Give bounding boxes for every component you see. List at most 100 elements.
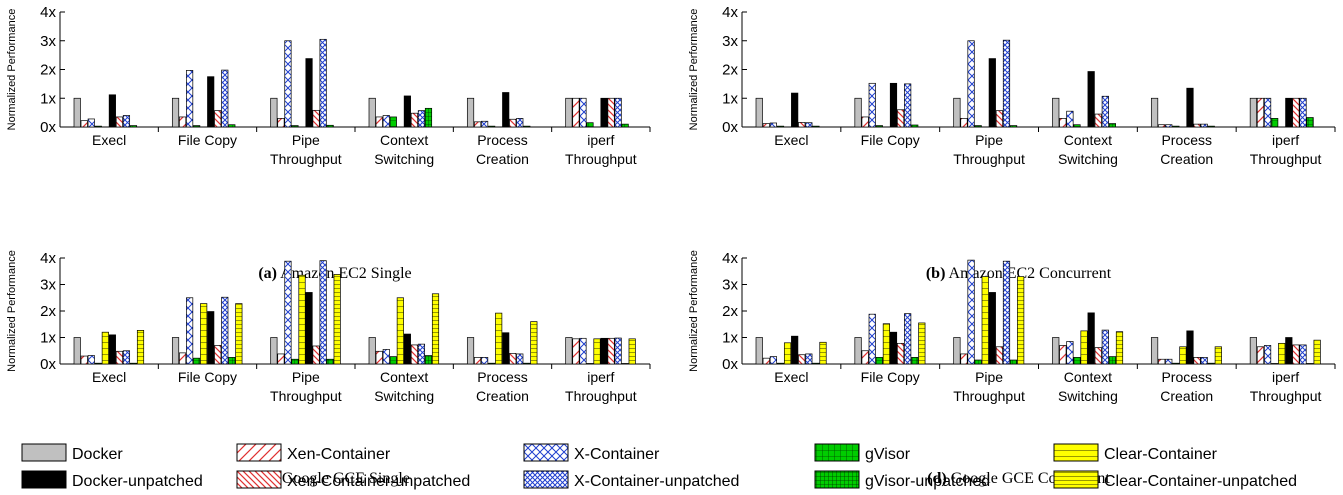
bar-xen-container-unpatched-file-copy xyxy=(896,342,905,365)
legend-item-clear-container: Clear-Container xyxy=(1053,443,1218,463)
bar-clear-container-unpatched-pipe-throughput xyxy=(333,274,341,365)
legend-label: X-Container-unpatched xyxy=(574,473,739,490)
bar-gvisor-unpatched-file-copy xyxy=(228,124,236,128)
bar-clear-container-file-copy xyxy=(200,303,208,365)
bar-gvisor-unpatched-iperf-throughput xyxy=(621,123,629,128)
bar-clear-container-unpatched-file-copy xyxy=(918,322,926,365)
bar-x-container-unpatched-process-creation xyxy=(516,118,524,128)
bar-x-container-process-creation xyxy=(481,357,489,365)
bar-xen-container-unpatched-process-creation xyxy=(1193,123,1201,128)
x-category-label: Throughput xyxy=(953,151,1025,167)
bar-x-container-unpatched-iperf-throughput xyxy=(1299,97,1307,128)
bar-docker-unpatched-pipe-throughput xyxy=(988,292,996,365)
bar-docker-process-creation xyxy=(1150,97,1159,128)
bar-clear-container-unpatched-iperf-throughput xyxy=(628,338,636,365)
bar-x-container-unpatched-file-copy xyxy=(221,296,229,365)
bar-docker-unpatched-context-switching xyxy=(1087,71,1095,128)
bar-xen-container-process-creation xyxy=(1158,124,1166,128)
legend-label: Clear-Container xyxy=(1104,446,1218,463)
bar-gvisor-process-creation xyxy=(488,362,496,365)
bar-gvisor-unpatched-context-switching xyxy=(1108,123,1117,128)
legend-item-xen-container: Xen-Container xyxy=(236,443,391,463)
x-category-label: Process xyxy=(477,132,528,148)
bar-xen-container-context-switching xyxy=(1059,118,1067,128)
bar-docker-execl xyxy=(755,337,763,365)
bar-gvisor-unpatched-context-switching xyxy=(1108,356,1117,365)
bar-xen-container-iperf-throughput xyxy=(1256,346,1265,365)
bar-x-container-unpatched-context-switching xyxy=(417,110,426,128)
bar-docker-context-switching xyxy=(368,97,376,128)
bar-x-container-context-switching xyxy=(1066,341,1074,365)
bar-docker-process-creation xyxy=(466,97,475,128)
bar-xen-container-iperf-throughput xyxy=(1256,97,1265,128)
bar-docker-unpatched-process-creation xyxy=(1186,330,1194,365)
legend-item-x-container: X-Container xyxy=(523,443,660,463)
chart-panel-a: 0x 1x 2x 3x 4x Normalized Performance Execl Fil… xyxy=(6,4,651,282)
panel-caption-label: (a) xyxy=(258,265,277,282)
x-category-label: Throughput xyxy=(1250,151,1322,167)
bar-x-container-unpatched-context-switching xyxy=(417,343,426,365)
bar-docker-unpatched-file-copy xyxy=(889,331,898,365)
bar-clear-container-unpatched-execl xyxy=(819,341,827,365)
bar-gvisor-file-copy xyxy=(875,357,883,365)
bar-x-container-unpatched-process-creation xyxy=(1200,357,1208,365)
bar-clear-container-context-switching xyxy=(1080,330,1088,365)
y-tick-label: 0x xyxy=(722,356,738,373)
bar-docker-unpatched-context-switching xyxy=(403,333,411,365)
bar-x-container-iperf-throughput xyxy=(579,97,587,128)
x-category-label: Pipe xyxy=(975,132,1003,148)
legend-swatch xyxy=(523,443,569,462)
legend-swatch xyxy=(1053,443,1099,462)
legend-swatch xyxy=(21,443,67,462)
bar-gvisor-context-switching xyxy=(389,356,397,365)
bar-gvisor-unpatched-file-copy xyxy=(911,124,919,128)
y-tick-label: 1x xyxy=(722,90,738,107)
bar-xen-container-unpatched-process-creation xyxy=(509,118,517,128)
bar-gvisor-process-creation xyxy=(488,125,496,128)
bar-gvisor-pipe-throughput xyxy=(291,358,299,365)
bar-docker-unpatched-execl xyxy=(108,94,116,128)
bar-xen-container-file-copy xyxy=(861,350,869,365)
y-tick-label: 1x xyxy=(40,330,56,347)
bar-docker-unpatched-pipe-throughput xyxy=(988,58,996,128)
bar-x-container-unpatched-context-switching xyxy=(1101,95,1109,128)
legend-label: Xen-Container-unpatched xyxy=(287,473,470,490)
bar-gvisor-iperf-throughput xyxy=(586,363,594,365)
bar-docker-unpatched-execl xyxy=(791,92,799,128)
bar-gvisor-unpatched-process-creation xyxy=(523,125,531,128)
bar-x-container-execl xyxy=(769,122,777,128)
y-tick-label: 2x xyxy=(722,62,738,79)
bar-clear-container-unpatched-process-creation xyxy=(1214,346,1222,365)
bar-gvisor-iperf-throughput xyxy=(586,122,594,128)
legend-item-clear-container-unpatched: Clear-Container-unpatched xyxy=(1053,470,1297,490)
bar-clear-container-pipe-throughput xyxy=(981,276,989,365)
bar-docker-unpatched-execl xyxy=(108,334,116,365)
bar-x-container-pipe-throughput xyxy=(967,40,975,128)
bar-x-container-unpatched-execl xyxy=(805,353,813,365)
x-category-label: Pipe xyxy=(292,369,320,385)
bar-xen-container-unpatched-file-copy xyxy=(214,110,222,128)
bar-xen-container-unpatched-iperf-throughput xyxy=(1292,97,1300,128)
bar-docker-iperf-throughput xyxy=(1249,97,1258,128)
bar-xen-container-unpatched-pipe-throughput xyxy=(312,109,320,128)
bar-xen-container-unpatched-execl xyxy=(798,122,806,128)
bar-xen-container-pipe-throughput xyxy=(277,353,285,365)
panel-caption-label: (d) xyxy=(927,470,947,487)
legend-item-xen-container-unpatched: Xen-Container-unpatched xyxy=(236,470,470,490)
bar-docker-unpatched-iperf-throughput xyxy=(600,337,608,365)
bar-x-container-unpatched-context-switching xyxy=(1101,329,1109,365)
chart-panel-c: 0x 1x 2x 3x 4x Normalized Performance Execl Fil… xyxy=(6,250,651,487)
legend-label: gVisor xyxy=(865,446,911,463)
bar-xen-container-context-switching xyxy=(375,350,383,365)
x-category-label: Switching xyxy=(1058,151,1118,167)
y-axis-label: Normalized Performance xyxy=(688,250,700,372)
bar-x-container-iperf-throughput xyxy=(579,337,587,365)
bar-docker-unpatched-execl xyxy=(791,335,799,365)
x-category-label: iperf xyxy=(587,369,614,385)
bar-gvisor-execl xyxy=(94,125,102,128)
legend-swatch xyxy=(236,443,282,462)
chart-panel-d: 0x 1x 2x 3x 4x Normalized Performance Execl Fil… xyxy=(688,250,1336,487)
bar-x-container-execl xyxy=(769,356,777,365)
legend-item-docker-unpatched: Docker-unpatched xyxy=(21,470,203,490)
